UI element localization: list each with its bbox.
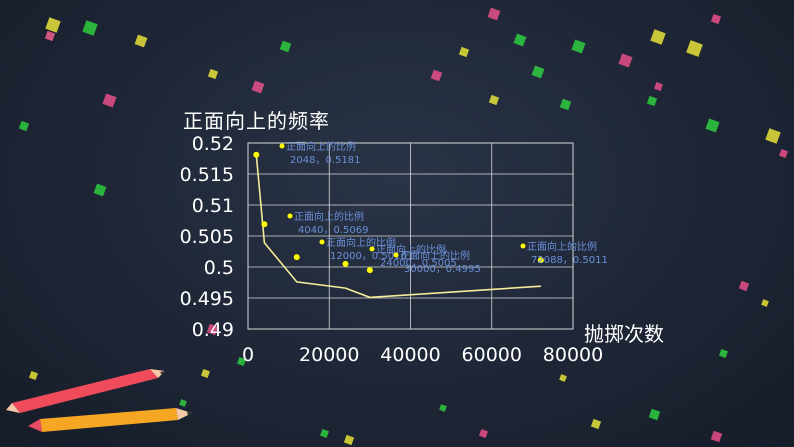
confetti-piece [439,404,447,412]
confetti-piece [458,46,470,58]
y-tick-label: 0.505 [180,226,234,248]
data-label: 正面向上的比例 [286,140,356,153]
y-tick-label: 0.52 [192,133,234,155]
confetti-piece [93,183,107,197]
confetti-piece [513,33,527,47]
confetti-piece [134,34,148,48]
confetti-piece [18,120,30,132]
data-label: 24000，0.5005 [380,258,457,269]
y-tick-label: 0.495 [180,288,234,310]
x-tick-label: 20000 [299,344,359,366]
confetti-piece [559,374,567,382]
confetti-piece [207,68,219,80]
data-label: 72088，0.5011 [531,255,608,266]
x-tick-label: 0 [242,344,254,366]
confetti-piece [710,430,723,443]
confetti-piece [29,371,38,380]
data-point [537,257,544,264]
confetti-piece [719,349,728,358]
confetti-piece [430,69,443,82]
confetti-piece [488,94,500,106]
data-label-marker [287,213,293,219]
confetti-piece [648,408,661,421]
data-label: 正面向上的比例 [527,240,597,253]
confetti-piece [343,434,355,446]
confetti-piece [479,429,488,438]
confetti-piece [206,323,219,336]
confetti-piece [765,128,781,144]
data-label: 30000，0.4995 [404,264,481,275]
data-point [293,254,300,261]
data-point [261,221,268,228]
confetti-piece [738,280,750,292]
confetti-piece [761,299,769,307]
confetti-piece [44,30,56,42]
data-label-marker [520,243,526,249]
confetti-piece [618,53,633,68]
data-label: 正面向上的比例 [294,210,364,223]
confetti-piece [102,93,117,108]
data-label-marker [319,239,325,245]
confetti-piece [590,418,602,430]
x-tick-label: 80000 [543,344,603,366]
data-point [253,151,260,158]
data-label: 正面向上的比例 [376,243,446,256]
data-point [366,267,373,274]
trend-line [255,154,541,299]
confetti-piece [531,65,545,79]
confetti-piece [686,40,703,57]
confetti-piece [571,39,586,54]
data-point [342,260,349,267]
y-tick-label: 0.5 [204,257,234,279]
confetti-piece [320,429,329,438]
confetti-piece [82,20,98,36]
x-tick-label: 40000 [380,344,440,366]
confetti-piece [179,399,187,407]
data-label-marker [393,252,399,258]
data-label-marker [369,246,375,252]
confetti-piece [710,13,722,25]
y-tick-label: 0.515 [180,164,234,186]
confetti-piece [487,7,501,21]
data-label: 正面向上的比例 [400,249,470,262]
confetti-piece [779,149,788,158]
confetti-piece [646,95,658,107]
data-label: 2048，0.5181 [290,155,360,166]
data-label: 4040，0.5069 [298,225,368,236]
data-label: 12000，0.5016 [330,251,407,262]
y-tick-label: 0.49 [192,319,234,341]
data-label: 正面向上的比例 [326,236,396,249]
x-axis-title: 抛掷次数 [584,322,664,346]
x-tick-label: 60000 [462,344,522,366]
y-tick-label: 0.51 [192,195,234,217]
data-label-marker [279,143,285,149]
confetti-piece [705,118,720,133]
confetti-piece [237,357,246,366]
confetti-piece [650,29,666,45]
y-axis-title: 正面向上的频率 [183,109,330,133]
confetti-piece [251,80,265,94]
confetti-piece [559,98,572,111]
confetti-piece [201,369,210,378]
confetti-piece [45,17,61,33]
confetti-piece [654,82,663,91]
confetti-piece [279,40,292,53]
